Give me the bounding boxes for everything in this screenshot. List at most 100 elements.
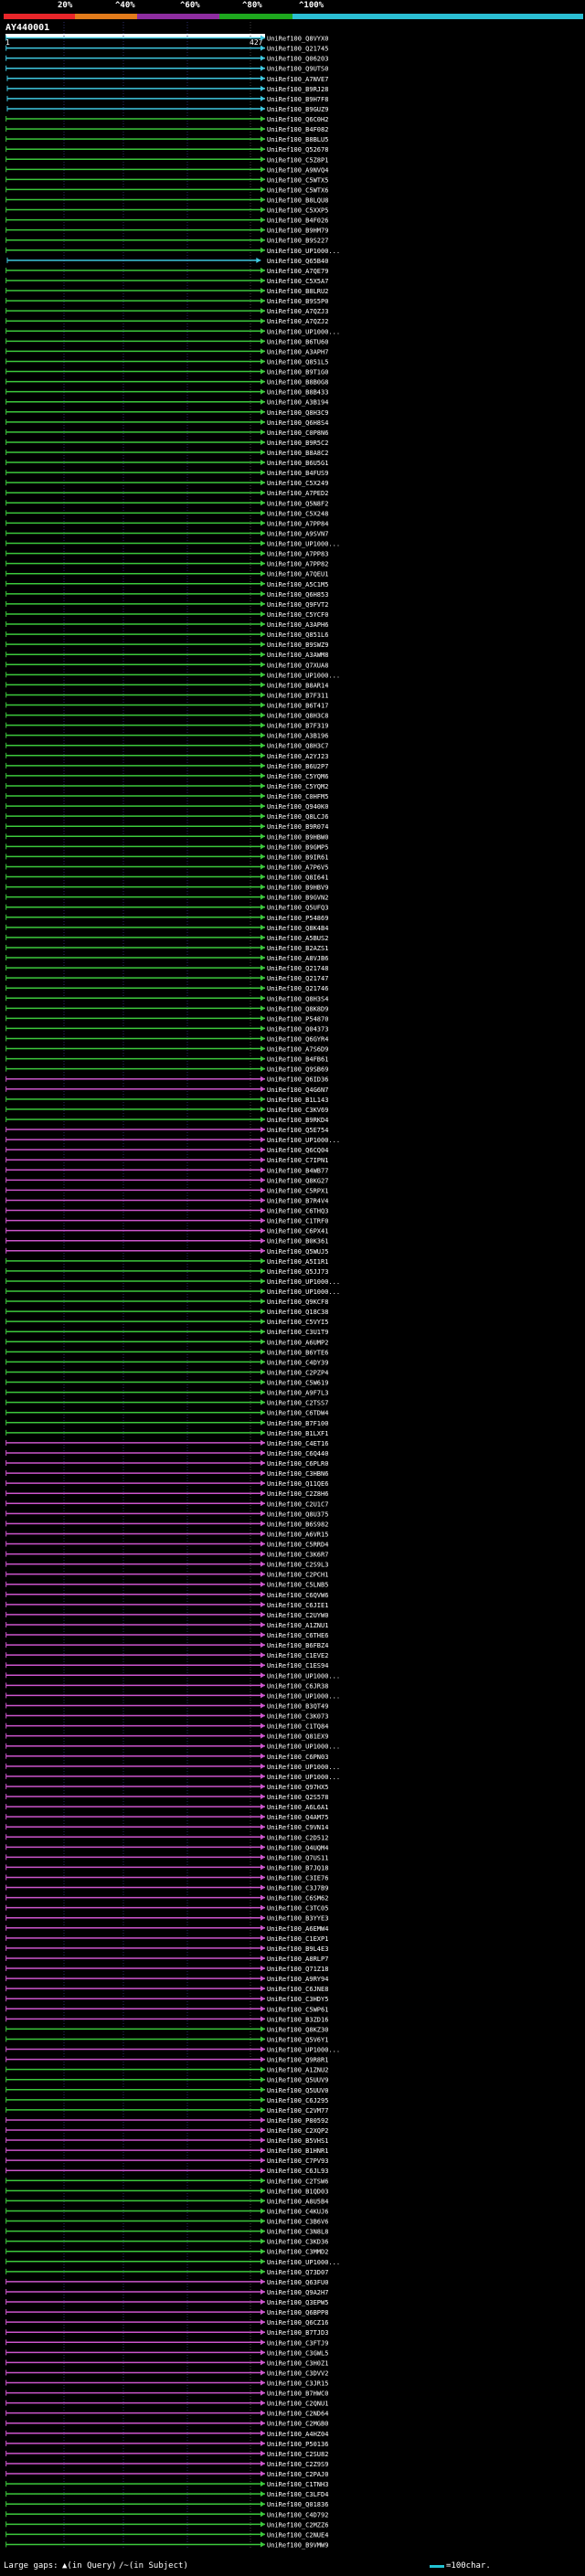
hit-row[interactable]: UniRef100_C3KD36 [5,2238,329,2246]
hit-row[interactable]: UniRef100_C5WTX6 [5,186,329,194]
hit-row[interactable]: UniRef100_B9VMW9 [5,2541,329,2549]
hit-row[interactable]: UniRef100_B8LRU2 [5,288,329,295]
hit-row[interactable]: UniRef100_C5YQM6 [5,772,329,780]
hit-row[interactable]: UniRef100_A5C1M5 [5,580,329,588]
hit-row[interactable]: UniRef100_Q5E754 [5,1127,329,1134]
hit-row[interactable]: UniRef100_Q3EPW5 [5,2299,329,2306]
hit-row[interactable]: UniRef100_Q6GYR4 [5,1035,329,1043]
hit-label[interactable]: UniRef100_C4KUJ6 [267,2208,328,2215]
hit-label[interactable]: UniRef100_A6VR15 [267,1531,328,1538]
hit-label[interactable]: UniRef100_Q18C38 [267,1309,328,1316]
hit-label[interactable]: UniRef100_C5YCF0 [267,611,328,619]
hit-label[interactable]: UniRef100_Q21745 [267,46,328,53]
hit-label[interactable]: UniRef100_Q73D07 [267,2269,328,2276]
hit-row[interactable]: UniRef100_C6PN03 [5,1753,329,1761]
hit-label[interactable]: UniRef100_C6SM62 [267,1895,328,1903]
hit-row[interactable]: UniRef100_Q7US11 [5,1854,329,1861]
hit-row[interactable]: UniRef100_Q01836 [5,2501,329,2508]
hit-row[interactable]: UniRef100_B6U2P7 [5,762,329,770]
hit-label[interactable]: UniRef100_UP1000... [267,1774,340,1781]
hit-row[interactable]: UniRef100_Q8K4B4 [5,924,329,932]
hit-label[interactable]: UniRef100_Q9FVT2 [267,601,328,609]
hit-label[interactable]: UniRef100_Q71Z18 [267,1966,328,1973]
hit-row[interactable]: UniRef100_B9L4E3 [5,1945,329,1953]
hit-label[interactable]: UniRef100_B3YYE3 [267,1915,328,1923]
hit-label[interactable]: UniRef100_Q97HX5 [267,1784,328,1791]
hit-row[interactable]: UniRef100_C5WP61 [5,2006,329,2013]
hit-row[interactable]: UniRef100_C6J295 [5,2096,329,2104]
hit-row[interactable]: UniRef100_Q52678 [5,146,329,154]
hit-label[interactable]: UniRef100_C5YQM2 [267,783,328,790]
hit-label[interactable]: UniRef100_C3B6V6 [267,2219,328,2226]
hit-row[interactable]: UniRef100_Q63FU0 [5,2278,329,2286]
hit-row[interactable]: UniRef100_A7QE79 [5,267,329,275]
hit-label[interactable]: UniRef100_C2PCH1 [267,1572,328,1579]
hit-label[interactable]: UniRef100_Q63FU0 [267,2279,328,2286]
hit-label[interactable]: UniRef100_B8AR14 [267,682,328,689]
hit-row[interactable]: UniRef100_UP1000... [5,1277,340,1286]
hit-label[interactable]: UniRef100_Q8H3C8 [267,713,328,720]
hit-label[interactable]: UniRef100_B7JQ18 [267,1864,328,1871]
hit-row[interactable]: UniRef100_A9RY94 [5,1976,329,1983]
hit-row[interactable]: UniRef100_C5W619 [5,1379,329,1387]
hit-label[interactable]: UniRef100_Q9A2H7 [267,2289,328,2296]
hit-row[interactable]: UniRef100_B9HBV9 [5,884,329,892]
hit-label[interactable]: UniRef100_B4FB61 [267,1056,328,1064]
hit-row[interactable]: UniRef100_B8B433 [5,388,329,397]
hit-label[interactable]: UniRef100_B9VMW9 [267,2541,328,2549]
hit-label[interactable]: UniRef100_Q8K4B4 [267,925,328,932]
hit-label[interactable]: UniRef100_Q5N8F2 [267,500,328,507]
hit-row[interactable]: UniRef100_Q8U375 [5,1511,329,1518]
hit-row[interactable]: UniRef100_UP1000... [5,1743,340,1751]
hit-label[interactable]: UniRef100_Q851L6 [267,631,328,639]
hit-label[interactable]: UniRef100_B9S5P0 [267,298,328,305]
hit-row[interactable]: UniRef100_Q2S578 [5,1794,329,1801]
hit-label[interactable]: UniRef100_B9T1G0 [267,369,328,376]
hit-row[interactable]: UniRef100_Q4AM75 [5,1814,329,1821]
hit-label[interactable]: UniRef100_A5I1R1 [267,1258,328,1266]
hit-row[interactable]: UniRef100_Q8H3S4 [5,995,329,1002]
hit-label[interactable]: UniRef100_B7F100 [267,1420,328,1427]
hit-row[interactable]: UniRef100_A3APH6 [5,621,329,629]
hit-row[interactable]: UniRef100_C5Z8P1 [5,156,329,164]
hit-label[interactable]: UniRef100_C2VM77 [267,2107,328,2115]
hit-label[interactable]: UniRef100_B3ZD16 [267,2016,328,2023]
hit-row[interactable]: UniRef100_B1LXF1 [5,1429,329,1437]
hit-row[interactable]: UniRef100_Q9A2H7 [5,2288,329,2296]
hit-row[interactable]: UniRef100_B8B0G8 [5,378,329,387]
hit-row[interactable]: UniRef100_A7NVE7 [6,75,328,83]
hit-label[interactable]: UniRef100_Q6H853 [267,591,328,599]
hit-label[interactable]: UniRef100_C2TSW6 [267,2178,328,2185]
hit-row[interactable]: UniRef100_P54869 [5,914,329,922]
hit-label[interactable]: UniRef100_A3APH6 [267,621,328,629]
hit-row[interactable]: UniRef100_Q9FVT2 [5,600,329,609]
hit-label[interactable]: UniRef100_C6JL93 [267,2168,328,2175]
hit-label[interactable]: UniRef100_Q5UFQ3 [267,905,328,912]
hit-label[interactable]: UniRef100_Q6H8S4 [267,419,328,427]
hit-row[interactable]: UniRef100_B9GUZ9 [6,105,328,113]
hit-label[interactable]: UniRef100_Q8U375 [267,1511,328,1518]
hit-label[interactable]: UniRef100_UP1000... [267,541,340,548]
hit-row[interactable]: UniRef100_UP1000... [5,540,340,548]
hit-label[interactable]: UniRef100_Q8KZ30 [267,2026,328,2033]
hit-row[interactable]: UniRef100_C2Z9S9 [5,2460,329,2468]
hit-row[interactable]: UniRef100_Q21745 [5,45,329,53]
hit-label[interactable]: UniRef100_A7QZJ3 [267,308,328,315]
hit-label[interactable]: UniRef100_Q11QE6 [267,1480,328,1488]
hit-row[interactable]: UniRef100_B9S5P0 [5,298,329,305]
hit-label[interactable]: UniRef100_C4ET16 [267,1440,328,1447]
hit-label[interactable]: UniRef100_Q4UQM4 [267,1844,328,1851]
hit-row[interactable]: UniRef100_A6UMP2 [5,1339,329,1346]
hit-row[interactable]: UniRef100_Q940K0 [5,803,329,811]
hit-label[interactable]: UniRef100_A8U5B4 [267,2198,328,2205]
hit-label[interactable]: UniRef100_B4FUS9 [267,470,328,477]
hit-label[interactable]: UniRef100_Q5E754 [267,1127,328,1134]
hit-label[interactable]: UniRef100_C5W619 [267,1380,328,1387]
hit-row[interactable]: UniRef100_B8AR14 [5,682,329,689]
hit-label[interactable]: UniRef100_B8LQU8 [267,196,328,204]
hit-row[interactable]: UniRef100_P50136 [5,2440,329,2448]
hit-row[interactable]: UniRef100_C6TDW4 [5,1409,329,1417]
hit-label[interactable]: UniRef100_Q6ID36 [267,1076,328,1084]
hit-row[interactable]: UniRef100_C2QNU1 [5,2400,329,2408]
hit-row[interactable]: UniRef100_Q4UQM4 [5,1844,329,1851]
